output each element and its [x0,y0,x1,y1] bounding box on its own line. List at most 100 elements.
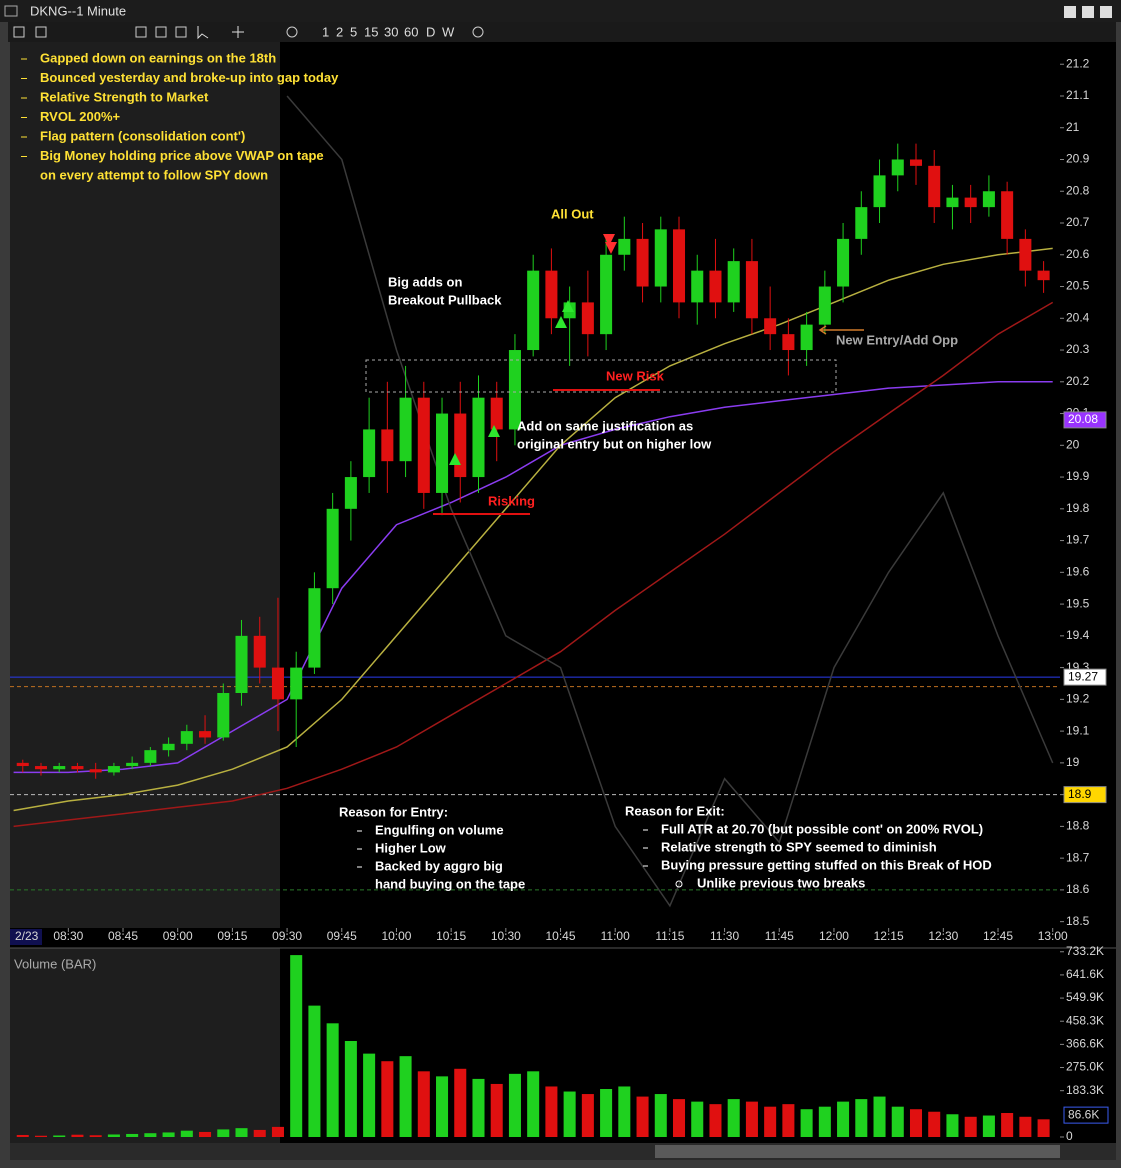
candle-body [654,229,667,287]
reason-item: Relative strength to SPY seemed to dimin… [661,839,937,854]
y-tick-label: 20.7 [1066,215,1090,229]
candle-body [436,413,449,493]
y-tick-label: 21.2 [1066,56,1090,70]
volume-bar [290,955,303,1137]
candle-body [764,318,777,335]
volume-bar [89,1135,102,1137]
annotation: New Risk [606,368,665,383]
volume-bar [1019,1116,1032,1137]
candle-body [199,731,212,738]
y-tick-label: 19.2 [1066,692,1090,706]
volume-bar [964,1116,977,1137]
toolbar [8,22,1116,42]
y-tick-label: 19.5 [1066,596,1090,610]
volume-bar [344,1041,357,1137]
close-button[interactable] [1100,6,1112,18]
bullet [675,880,683,888]
candle-body [527,270,540,351]
y-tick-label: 19.6 [1066,565,1090,579]
candle-body [417,397,430,493]
cancel-tool[interactable] [472,26,484,38]
reason-item: Buying pressure getting stuffed on this … [661,857,992,872]
premarket-shade [10,42,280,928]
interval-button[interactable]: 60 [404,24,418,39]
volume-tick-label: 733.2K [1066,944,1104,958]
tool-icon[interactable] [35,26,47,38]
volume-bar [381,1061,394,1137]
candle-body [837,238,850,287]
crosshair-tool[interactable] [232,26,244,38]
candle-body [946,197,959,208]
volume-bar [399,1056,412,1137]
scrollbar-thumb[interactable] [655,1145,1060,1158]
x-tick-label: 10:30 [491,929,521,943]
volume-tick-label: 275.0K [1066,1060,1104,1074]
buy-marker [488,425,500,437]
window-buttons[interactable] [1064,6,1112,18]
volume-bar [691,1101,704,1137]
minimize-button[interactable] [1064,6,1076,18]
candle-body [782,334,795,351]
maximize-button[interactable] [1082,6,1094,18]
volume-bar [199,1131,212,1137]
overlay-line [286,95,1054,908]
volume-bar [527,1071,540,1137]
volume-bar [764,1106,777,1137]
tool-icon[interactable] [175,26,187,38]
date-box [10,929,42,945]
x-tick-label: 09:00 [163,929,193,943]
candle-body [472,397,485,478]
candle-body [126,762,139,767]
toolbar-icons [13,26,484,40]
tool-icon[interactable] [13,26,25,38]
annotation: original entry but on higher low [517,436,712,451]
candle-body [235,635,248,694]
interval-button[interactable]: W [442,24,455,39]
price-axis [1060,42,1116,928]
candle-body [162,743,175,751]
annotation: Add on same justification as [517,418,693,433]
title-bar [0,0,1121,22]
premarket-shade [10,948,280,1143]
volume-bar [581,1094,594,1137]
interval-button[interactable]: D [426,24,435,39]
reason-item: hand buying on the tape [375,876,525,891]
tool-icon[interactable] [155,26,167,38]
bullets [357,829,648,868]
volume-bar [326,1023,339,1137]
interval-button[interactable]: 15 [364,24,378,39]
candle-body [818,286,831,325]
candle-body [873,175,886,208]
candle-body [363,429,376,478]
notes: Gapped down on earnings on the 18th Bounc… [21,50,339,182]
volume-bar [891,1106,904,1137]
volume-bar [34,1135,48,1137]
interval-button[interactable]: 1 [322,24,329,39]
volume-bar [672,1099,686,1137]
interval-button[interactable]: 5 [350,24,357,39]
reason-title: Reason for Exit: [625,803,725,818]
note: Bounced yesterday and broke-up into gap … [40,70,339,85]
candle-body [253,635,266,668]
clock-tool[interactable] [286,26,298,38]
pointer-tool[interactable] [197,26,209,40]
y-tick-label: 20 [1066,437,1080,451]
interval-button[interactable]: 2 [336,24,343,39]
volume-bar [982,1115,995,1137]
sell-marker [605,242,617,254]
y-tick-label: 20.8 [1066,183,1090,197]
volume-tick-label: 366.6K [1066,1037,1104,1051]
candle-body [982,191,995,208]
note: Flag pattern (consolidation cont') [40,128,245,143]
volume-bar [363,1053,376,1137]
annotation: All Out [551,206,594,221]
tool-icon[interactable] [135,26,147,38]
x-tick-label: 09:15 [217,929,247,943]
candle-body [545,270,558,319]
candle-body [290,667,303,700]
candle-body [381,429,394,462]
candle-body [964,197,977,208]
price-marker [1063,668,1107,686]
y-tick-label: 20.4 [1066,310,1090,324]
interval-button[interactable]: 30 [384,24,398,39]
